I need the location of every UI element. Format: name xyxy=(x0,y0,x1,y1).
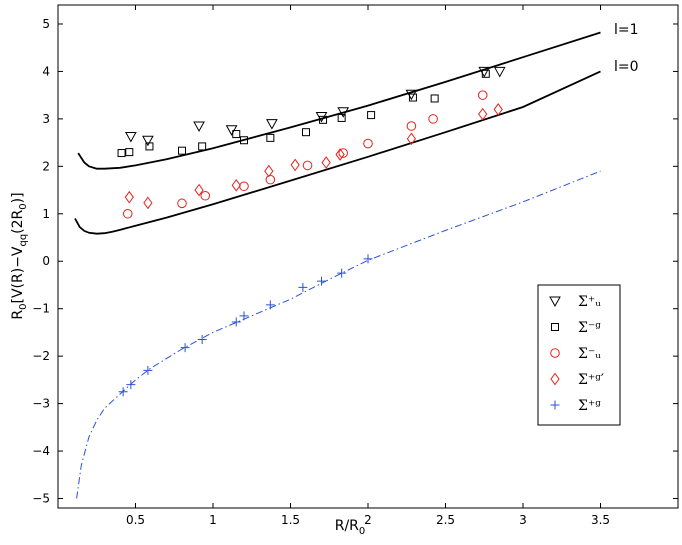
data-point xyxy=(338,148,349,158)
data-point xyxy=(232,130,241,139)
data-point xyxy=(430,94,439,103)
data-point xyxy=(337,113,346,122)
data-point xyxy=(428,114,438,124)
data-point xyxy=(178,146,186,155)
y-tick-label: −3 xyxy=(32,397,50,411)
y-tick-label: 4 xyxy=(42,64,50,78)
axis-ticks: 0.5 1 1.5 2 2.5 3 3.5 −5 −4 −3 −2 −1 0 1 2 3 4 5 xyxy=(32,5,678,527)
data-points xyxy=(117,66,506,397)
data-point xyxy=(180,343,190,353)
y-tick-label: −4 xyxy=(32,444,50,458)
legend-marker xyxy=(550,372,560,386)
data-point xyxy=(193,121,205,133)
data-point xyxy=(302,128,310,137)
x-tick-label: 3.5 xyxy=(591,513,610,527)
legend-label: Σ⁻ᵤ xyxy=(578,346,601,362)
legend-marker xyxy=(549,296,561,308)
y-tick-label: 5 xyxy=(42,17,50,31)
y-tick-label: 2 xyxy=(42,159,50,173)
data-point xyxy=(126,380,136,390)
data-point xyxy=(239,311,249,321)
data-point xyxy=(363,138,373,149)
y-axis-title: R0[V(R)−Vqq(2R0)] xyxy=(10,192,29,319)
data-point xyxy=(493,103,503,116)
legend-box xyxy=(537,284,621,426)
data-point xyxy=(406,132,417,146)
data-point xyxy=(240,136,248,145)
curve-line-2 xyxy=(76,170,601,499)
curve-line-1 xyxy=(74,70,601,235)
x-axis-title: R/R0 xyxy=(335,518,366,537)
x-tick-label: 1 xyxy=(209,513,217,527)
data-point xyxy=(143,196,153,210)
data-point xyxy=(118,387,128,397)
legend-label: Σ⁻ᵍ xyxy=(578,320,601,336)
data-point xyxy=(317,276,326,286)
data-point xyxy=(266,133,275,142)
data-point xyxy=(145,142,154,151)
x-tick-label: 2.5 xyxy=(436,513,455,527)
data-point xyxy=(477,90,488,100)
data-point xyxy=(200,190,211,201)
data-point xyxy=(315,112,328,123)
data-point xyxy=(125,131,137,143)
data-point xyxy=(117,149,126,158)
data-point xyxy=(478,66,491,78)
curve-label-l0: l=0 xyxy=(614,59,639,75)
data-point xyxy=(405,89,418,101)
data-point xyxy=(298,282,308,292)
data-point xyxy=(337,268,347,278)
data-point xyxy=(142,135,154,147)
data-point xyxy=(408,93,417,102)
data-point xyxy=(231,178,241,192)
data-point xyxy=(493,66,506,78)
data-point xyxy=(478,107,488,121)
data-point xyxy=(122,208,133,219)
data-point xyxy=(337,107,350,118)
legend: Σ⁺ᵤ Σ⁻ᵍ Σ⁻ᵤ Σ⁺ᵍ′ Σ⁺ᵍ xyxy=(537,284,621,426)
data-point xyxy=(266,119,278,130)
x-tick-label: 3 xyxy=(519,513,527,527)
data-point xyxy=(264,164,274,178)
x-tick-label: 0.5 xyxy=(126,513,145,527)
legend-label: Σ⁺ᵍ′ xyxy=(578,372,604,388)
data-point xyxy=(265,300,275,310)
data-point xyxy=(321,156,331,169)
y-tick-label: −5 xyxy=(32,492,50,506)
y-tick-label: 0 xyxy=(42,254,50,268)
data-point xyxy=(363,254,373,264)
data-point xyxy=(302,160,313,171)
data-point xyxy=(125,148,134,157)
y-tick-label: 1 xyxy=(42,207,50,221)
data-point xyxy=(231,317,241,327)
data-point xyxy=(197,335,207,345)
legend-marker xyxy=(551,323,559,331)
data-point xyxy=(198,142,207,151)
data-point xyxy=(481,69,490,78)
legend-marker xyxy=(550,400,560,410)
y-tick-label: −1 xyxy=(32,302,50,316)
y-tick-label: −2 xyxy=(32,349,50,363)
y-tick-label: 3 xyxy=(42,112,50,126)
x-tick-label: 2 xyxy=(364,513,372,527)
data-point xyxy=(335,148,345,161)
data-point xyxy=(406,121,417,131)
curve-line-0 xyxy=(77,31,601,170)
legend-label: Σ⁺ᵤ xyxy=(578,294,601,310)
data-point xyxy=(265,174,276,185)
data-point xyxy=(367,111,376,120)
data-point xyxy=(124,190,134,204)
data-point xyxy=(319,115,328,124)
legend-label: Σ⁺ᵍ xyxy=(578,398,601,414)
data-point xyxy=(290,158,300,172)
data-point xyxy=(177,198,187,209)
legend-marker xyxy=(550,348,560,358)
data-point xyxy=(194,183,204,197)
data-point xyxy=(143,365,153,375)
curves xyxy=(74,31,601,499)
curve-label-l1: l=1 xyxy=(614,22,639,38)
x-tick-label: 1.5 xyxy=(281,513,300,527)
